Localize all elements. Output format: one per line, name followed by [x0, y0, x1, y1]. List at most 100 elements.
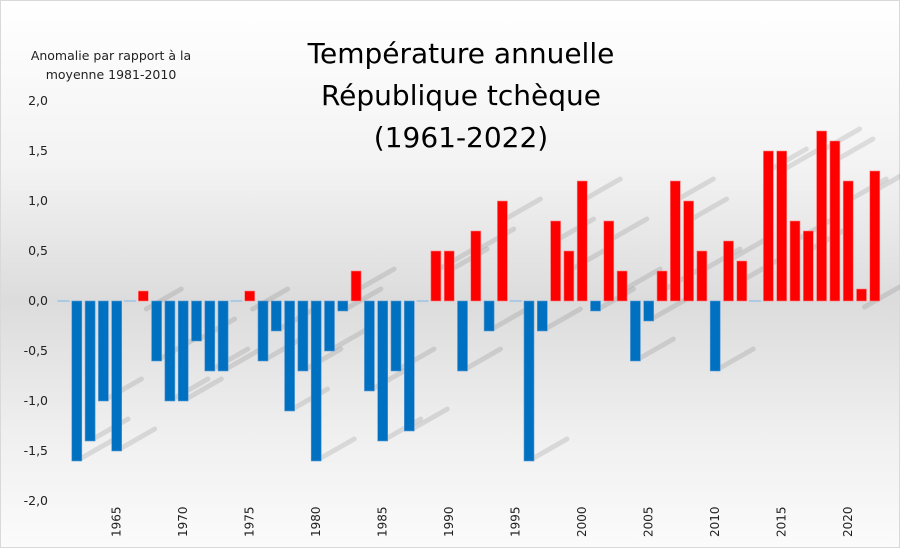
- bar-1998: [550, 220, 561, 302]
- bar-shadow: [848, 176, 889, 202]
- chart-title-line-3: (1961-2022): [373, 121, 549, 154]
- bar-2016: [789, 220, 801, 302]
- bar-1982: [337, 300, 349, 312]
- chart-title: Température annuelle République tchèque …: [291, 33, 631, 159]
- x-tick-label: 1975: [243, 506, 257, 537]
- bar-shadow: [476, 226, 517, 252]
- bar-1977: [270, 300, 282, 332]
- bar-1999: [563, 250, 575, 302]
- x-tick-label: 2000: [575, 506, 589, 537]
- bar-2007: [669, 180, 681, 302]
- bar-shadow: [463, 346, 503, 372]
- bar-2005: [643, 300, 655, 322]
- bar-shadow: [556, 216, 597, 242]
- y-tick-label: 0,5: [28, 243, 48, 258]
- bar-2018: [816, 130, 827, 302]
- bar-shadow: [489, 306, 530, 332]
- x-tick-label: 2005: [642, 506, 656, 537]
- bar-shadow: [330, 326, 370, 352]
- bar-2022: [869, 170, 881, 302]
- bar-shadow: [117, 426, 158, 452]
- bar-shadow: [835, 136, 876, 162]
- y-tick-label: 2,0: [28, 93, 48, 108]
- y-tick-label: -1,0: [24, 393, 48, 408]
- y-tick-label: -1,5: [24, 443, 48, 458]
- bar-1989: [430, 250, 442, 302]
- bar-1979: [297, 300, 309, 372]
- x-axis: 1965 1970 1975 1980 1985 1990 1995 2000 2005 2010…: [110, 506, 856, 537]
- bar-shadow: [582, 176, 623, 202]
- bar-shadow: [875, 173, 900, 192]
- bar-shadow: [609, 216, 650, 242]
- x-tick-label: 2010: [708, 506, 722, 537]
- bar-2011: [723, 240, 734, 302]
- bar-1990: [443, 250, 455, 302]
- bar-shadow: [290, 386, 331, 412]
- bar-1967: [138, 290, 149, 302]
- bar-shadow: [596, 286, 636, 312]
- bar-shadow: [715, 346, 756, 372]
- bar-1984: [364, 300, 375, 392]
- bar-shadow: [409, 406, 450, 432]
- bar-2009: [696, 250, 708, 302]
- y-tick-label: -0,5: [24, 343, 48, 358]
- x-tick-label: 1990: [442, 506, 456, 537]
- bar-shadow: [729, 236, 769, 262]
- bar-2000: [576, 180, 588, 302]
- y-tick-label: 0,0: [28, 293, 48, 308]
- bar-1983: [350, 270, 362, 302]
- bar-2019: [829, 140, 841, 302]
- bar-shadow: [183, 376, 224, 402]
- bar-shadow: [77, 436, 118, 462]
- bar-1973: [217, 300, 229, 372]
- bar-2020: [842, 180, 854, 302]
- y-tick-label: 1,0: [28, 193, 48, 208]
- bar-1964: [98, 300, 109, 402]
- bar-1968: [151, 300, 162, 362]
- bar-2006: [656, 270, 668, 302]
- bar-2003: [616, 270, 628, 302]
- bar-1992: [470, 230, 482, 302]
- bar-1969: [164, 300, 176, 402]
- bar-1971: [191, 300, 202, 342]
- bar-1997: [536, 300, 548, 332]
- bar-2017: [802, 230, 814, 302]
- bar-1987: [403, 300, 415, 432]
- bar-shadow: [356, 266, 397, 292]
- bar-1996: [523, 300, 535, 462]
- bar-1976: [257, 300, 269, 362]
- bar-shadow: [742, 256, 783, 282]
- bar-shadow: [383, 416, 424, 442]
- bar-1993: [483, 300, 495, 332]
- bar-shadow: [90, 416, 131, 442]
- bar-1963: [84, 300, 96, 442]
- bar-1975: [244, 290, 255, 302]
- bar-shadow: [675, 176, 716, 202]
- bar-1986: [390, 300, 402, 372]
- x-tick-label: 1985: [376, 506, 390, 537]
- bar-1978: [284, 300, 295, 412]
- bar-shadow: [449, 246, 490, 272]
- bar-1962: [71, 300, 83, 462]
- bar-shadow: [862, 284, 900, 310]
- bar-1965: [111, 300, 122, 452]
- bar-1980: [310, 300, 322, 462]
- bar-2008: [683, 200, 694, 302]
- chart-title-line-1: Température annuelle: [307, 37, 615, 70]
- bar-shadow: [223, 346, 264, 372]
- bar-2012: [736, 260, 748, 302]
- x-tick-label: 2015: [775, 506, 789, 537]
- bar-shadow: [635, 336, 676, 362]
- bar-shadow: [263, 336, 304, 362]
- bar-1972: [204, 300, 216, 372]
- y-axis-title-line-2: moyenne 1981-2010: [45, 67, 177, 82]
- bar-shadow: [649, 296, 690, 322]
- bar-2021: [856, 288, 867, 302]
- bar-1985: [377, 300, 389, 442]
- x-tick-label: 1995: [509, 506, 523, 537]
- bar-shadow: [782, 146, 823, 172]
- bar-2002: [603, 220, 615, 302]
- bar-1970: [177, 300, 189, 402]
